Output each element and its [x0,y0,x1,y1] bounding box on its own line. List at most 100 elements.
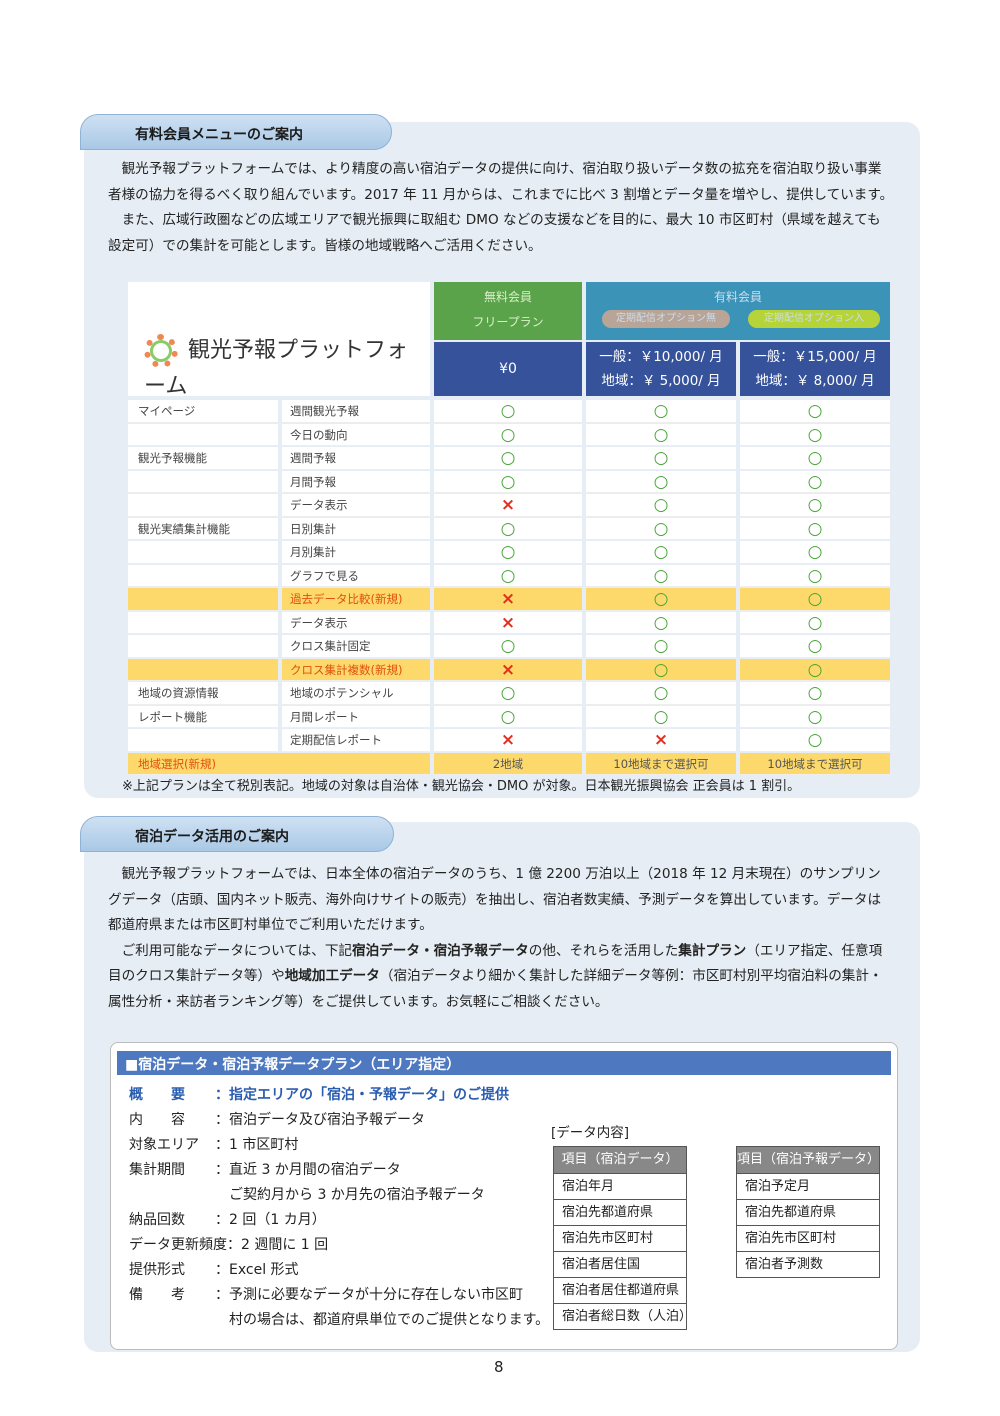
circle-icon: ○ [586,588,736,611]
page-number: 8 [494,1358,504,1376]
region-limit: 2地域 [434,752,582,775]
circle-icon: ○ [434,470,582,493]
paragraph: また、広域行政圏などの広域エリアで観光振興に取組む DMO などの支援などを目的… [108,212,881,254]
cross-icon: × [434,658,582,681]
circle-icon: ○ [434,635,582,658]
circle-icon: ○ [740,447,890,470]
table-row: 定期配信レポート × × ○ [128,729,890,753]
row-feature-label: クロス集計固定 [282,635,430,658]
row-feature-label: グラフで見る [282,564,430,587]
row-feature-label: 定期配信レポート [282,729,430,752]
stay-table-item: 宿泊者居住国 [554,1251,686,1277]
table-row: 観光予報機能 週間予報 ○ ○ ○ [128,447,890,471]
plan-detail: ご契約月から 3 か月先の宿泊予報データ [215,1187,485,1203]
forecast-table-item: 宿泊者予測数 [737,1251,879,1277]
circle-icon: ○ [434,517,582,540]
circle-icon: ○ [586,658,736,681]
row-group-label [128,564,278,587]
table-row: データ表示 × ○ ○ [128,611,890,636]
plan-detail: 村の場合は、都道府県単位でのご提供となります。 [215,1312,550,1328]
paragraph: ご利用可能なデータについては、下記宿泊データ・宿泊予報データの他、それらを活用し… [108,942,883,1010]
circle-icon: ○ [740,658,890,681]
table-row-region-select: 地域選択(新規) 2地域 10地域まで選択可 10地域まで選択可 [128,752,890,777]
price-regional: 地域：￥ 8,000/ 月 [755,373,875,389]
paragraph: 観光予報プラットフォームでは、より精度の高い宿泊データの提供に向け、宿泊取り扱い… [108,161,894,203]
cross-icon: × [434,611,582,634]
row-group-label [128,588,278,611]
table-row: データ表示 × ○ ○ [128,494,890,518]
circle-icon: ○ [586,447,736,470]
row-feature-label: 日別集計 [282,517,430,540]
row-feature-label: データ表示 [282,611,430,634]
stay-table-item: 宿泊者総日数（人泊） [554,1303,692,1329]
row-group-label [128,658,278,681]
circle-icon: ○ [586,611,736,634]
price-general: 一般：￥10,000/ 月 [599,349,723,365]
row-group-label: レポート機能 [128,705,278,728]
plan-detail: 内 容：宿泊データ及び宿泊予報データ [129,1112,425,1128]
circle-icon: ○ [434,564,582,587]
price-general: 一般：￥15,000/ 月 [753,349,877,365]
row-group-label [128,541,278,564]
plan-detail: 集計期間 ：直近 3 か月間の宿泊データ [129,1162,401,1178]
row-group-label [128,635,278,658]
row-group-label: 観光実績集計機能 [128,517,278,540]
circle-icon: ○ [740,682,890,705]
table-row: 月別集計 ○ ○ ○ [128,541,890,565]
circle-icon: ○ [740,541,890,564]
circle-icon: ○ [586,541,736,564]
plan-detail: データ更新頻度：2 週間に 1 回 [129,1237,329,1253]
circle-icon: ○ [586,635,736,658]
circle-icon: ○ [740,400,890,423]
forecast-table-item: 宿泊先都道府県 [737,1199,879,1225]
stay-table-item: 宿泊先都道府県 [554,1199,686,1225]
circle-icon: ○ [740,470,890,493]
section2-heading: 宿泊データ活用のご案内 [80,816,394,852]
price-free: ¥0 [434,342,582,396]
section2-text: 観光予報プラットフォームでは、日本全体の宿泊データのうち、1 億 2200 万泊… [108,862,894,1015]
table-row: グラフで見る ○ ○ ○ [128,564,890,589]
circle-icon: ○ [740,635,890,658]
logo-area: 観光予報プラットフォーム [128,282,430,399]
cross-icon: × [434,494,582,517]
option-yes-badge: 定期配信オプション入 [748,310,880,328]
table-row: クロス集計複数(新規) × ○ ○ [128,658,890,683]
circle-icon: ○ [434,423,582,446]
price-option-none: 一般：￥10,000/ 月地域：￥ 5,000/ 月 [586,342,736,396]
section1-text: 観光予報プラットフォームでは、より精度の高い宿泊データの提供に向け、宿泊取り扱い… [108,157,894,259]
row-group-label: 地域の資源情報 [128,682,278,705]
cross-icon: × [434,588,582,611]
row-group-label: マイページ [128,400,278,423]
row-feature-label: 地域のポテンシャル [282,682,430,705]
table-row: クロス集計固定 ○ ○ ○ [128,635,890,659]
forecast-table-header: 項目（宿泊予報データ） [737,1147,880,1173]
stay-table-item: 宿泊者居住都道府県 [554,1277,686,1303]
circle-icon: ○ [740,494,890,517]
row-feature-label: クロス集計複数(新規) [282,658,430,681]
row-group-label: 観光予報機能 [128,447,278,470]
circle-icon: ○ [740,564,890,587]
circle-icon: ○ [434,400,582,423]
logo-text: 観光予報プラットフォーム [144,338,409,399]
row-feature-label: 過去データ比較(新規) [282,588,430,611]
circle-icon: ○ [740,611,890,634]
row-feature-label: 今日の動向 [282,423,430,446]
table-row: レポート機能 月間レポート ○ ○ ○ [128,705,890,730]
circle-icon: ○ [434,541,582,564]
table-note: ※上記プランは全て税別表記。地域の対象は自治体・観光協会・DMO が対象。日本観… [122,779,801,794]
paragraph: 観光予報プラットフォームでは、日本全体の宿泊データのうち、1 億 2200 万泊… [108,866,882,933]
price-option-yes: 一般：￥15,000/ 月地域：￥ 8,000/ 月 [740,342,890,396]
row-group-label [128,729,278,752]
section1-heading: 有料会員メニューのご案内 [80,114,392,150]
stay-data-table: 項目（宿泊データ） 宿泊年月 宿泊先都道府県 宿泊先市区町村 宿泊者居住国 宿泊者居住都道… [553,1146,692,1330]
plan-detail: 納品回数 ：2 回（1 カ月） [129,1212,326,1228]
circle-icon: ○ [434,447,582,470]
plan-box-title: ■宿泊データ・宿泊予報データプラン（エリア指定） [117,1051,891,1075]
cross-icon: × [586,729,736,752]
circle-icon: ○ [434,705,582,728]
circle-icon: ○ [586,494,736,517]
row-group-label [128,470,278,493]
row-group-label: 地域選択(新規) [128,752,430,775]
row-feature-label: 月間予報 [282,470,430,493]
plan-detail: 対象エリア ：1 市区町村 [129,1137,299,1153]
